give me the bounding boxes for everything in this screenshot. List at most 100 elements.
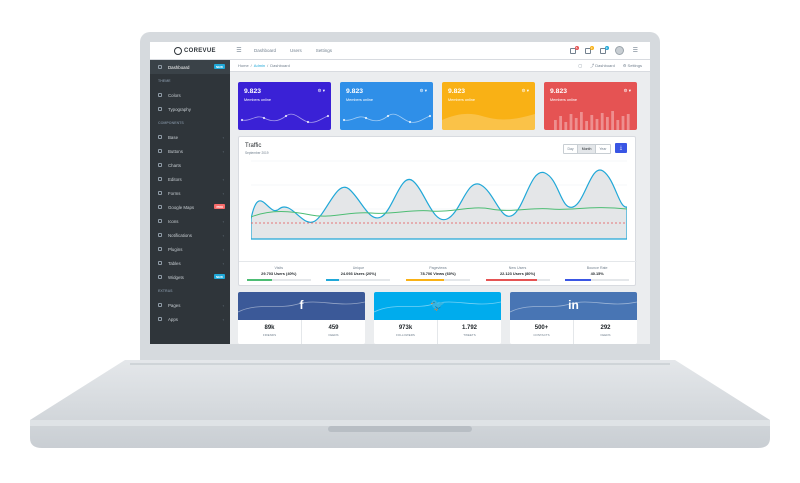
- list-icon[interactable]: 3: [584, 45, 594, 54]
- progress-fill: [326, 279, 340, 281]
- nav-users[interactable]: Users: [290, 48, 302, 53]
- sidebar-item-label: Dashboard: [168, 64, 190, 70]
- social-stat-value: 1.792: [461, 325, 477, 331]
- sidebar-item-label: Apps: [168, 316, 179, 322]
- breadcrumb-current: Dashboard: [270, 63, 290, 68]
- nav-settings[interactable]: Settings: [315, 48, 333, 53]
- sidebar-item-plugins[interactable]: Plugins ‹: [150, 242, 230, 256]
- period-day-button[interactable]: Day: [563, 145, 579, 153]
- traffic-stats: Visits 29.703 Users (40%) Unique 24.093 Use…: [239, 261, 637, 287]
- traffic-stat-value: 78.706 Views (60%): [420, 271, 456, 276]
- sidebar-item-tables[interactable]: Tables ‹: [150, 256, 230, 270]
- social-stat-label: FOLLOWERS: [396, 333, 415, 337]
- sidebar-item-label: Google Maps: [168, 204, 195, 210]
- brand-name: COREVUE: [184, 47, 216, 54]
- speech-icon[interactable]: ▢: [578, 62, 583, 68]
- gear-icon[interactable]: ⚙ ▾: [623, 88, 631, 93]
- sidebar-item-icons[interactable]: Icons ‹: [150, 214, 230, 228]
- sidebar-item-pages[interactable]: Pages ‹: [150, 298, 230, 312]
- progress-fill: [485, 279, 537, 281]
- period-month-button[interactable]: Month: [578, 145, 596, 153]
- sparkline-path: [343, 113, 431, 123]
- sparkline-point: [240, 118, 244, 122]
- sidebar-section-title: COMPONENTS: [158, 121, 184, 125]
- traffic-chart: [251, 160, 627, 240]
- sidebar-item-label: Editors: [168, 176, 182, 182]
- laptop-base: [30, 360, 770, 448]
- sidebar-item-dashboard[interactable]: Dashboard NEW: [150, 60, 230, 74]
- sidebar-item-icon: [158, 317, 162, 321]
- tasks-badge: 3: [589, 45, 594, 50]
- progress-fill: [246, 279, 273, 281]
- traffic-stat: Unique 24.093 Users (20%): [319, 262, 399, 287]
- sidebar-item-label: Typography: [168, 106, 191, 112]
- sidebar-item-charts[interactable]: Charts: [150, 158, 230, 172]
- social-stat-value: 292: [600, 325, 611, 331]
- sidebar-item-google-maps[interactable]: Google Maps PRO: [150, 200, 230, 214]
- sidebar-item-buttons[interactable]: Buttons ‹: [150, 144, 230, 158]
- gear-icon[interactable]: ⚙ ▾: [317, 88, 325, 93]
- chevron-icon: ‹: [222, 134, 224, 140]
- sparkline-bar: [621, 116, 625, 130]
- sidebar-badge: PRO: [214, 204, 225, 209]
- sidebar-item-icon: [158, 233, 162, 237]
- nav-dashboard[interactable]: Dashboard: [254, 48, 277, 53]
- chevron-icon: ‹: [222, 232, 224, 238]
- breadcrumb-admin[interactable]: Admin: [253, 63, 266, 68]
- sidebar-item-base[interactable]: Base ‹: [150, 130, 230, 144]
- period-year-button[interactable]: Year: [595, 145, 610, 153]
- screen: COREVUE ☰ Dashboard Users Settings 5 3 9…: [150, 42, 650, 344]
- traffic-stat: Pageviews 78.706 Views (60%): [398, 262, 478, 287]
- breadcrumb-menu-dashboard[interactable]: ⤴ Dashboard: [590, 62, 615, 68]
- sparkline-point: [342, 118, 346, 122]
- progress-bar: [485, 279, 550, 281]
- sparkline-bar: [574, 118, 578, 130]
- sidebar-item-forms[interactable]: Forms ‹: [150, 186, 230, 200]
- sidebar-item-label: Icons: [168, 218, 179, 224]
- sidebar-item-icon: [158, 177, 162, 181]
- sidebar-item-label: Notifications: [168, 232, 192, 238]
- traffic-stat-label: Pageviews: [429, 266, 447, 270]
- cloud-download-button[interactable]: ⤓: [615, 143, 627, 153]
- social-wave: [374, 301, 501, 313]
- breadcrumb-home[interactable]: Home: [238, 63, 249, 68]
- sparkline-point: [408, 120, 412, 124]
- sidebar-badge: NEW: [214, 274, 225, 279]
- breadcrumb-menu-settings[interactable]: ⚙ Settings: [622, 62, 642, 68]
- sparkline-point: [364, 116, 368, 120]
- hamburger-icon[interactable]: ☰: [236, 48, 242, 54]
- sparkline-bar: [569, 114, 573, 130]
- bell-icon[interactable]: 5: [569, 45, 579, 54]
- sidebar-item-editors[interactable]: Editors ‹: [150, 172, 230, 186]
- sparkline-bar: [595, 119, 599, 130]
- brand-logo[interactable]: COREVUE: [150, 42, 230, 60]
- chevron-icon: ‹: [222, 260, 224, 266]
- sidebar-badge: NEW: [214, 64, 225, 69]
- card-sparkline: [240, 113, 330, 124]
- envelope-icon[interactable]: 9: [599, 45, 609, 54]
- traffic-stat-value: 40.15%: [590, 271, 604, 276]
- chevron-icon: ‹: [222, 176, 224, 182]
- twitter-icon: 🐦: [430, 298, 445, 312]
- brand-mark-icon: [174, 46, 182, 55]
- social-stat-label: FEEDS: [328, 333, 339, 337]
- sparkline-bar: [600, 113, 604, 130]
- progress-fill: [565, 279, 591, 281]
- social-card-facebook: f 89k FRIENDS 459 FEEDS: [238, 292, 365, 344]
- gear-icon[interactable]: ⚙ ▾: [419, 88, 427, 93]
- sidebar-item-label: Charts: [168, 162, 181, 168]
- aside-menu-icon[interactable]: ☰: [632, 48, 638, 54]
- sidebar-item-colors[interactable]: Colors: [150, 88, 230, 102]
- stat-card: 9.823 Members online ⚙ ▾: [442, 82, 535, 130]
- avatar[interactable]: [614, 46, 624, 55]
- sidebar-item-icon: [158, 219, 162, 223]
- sidebar-item-apps[interactable]: Apps ‹: [150, 312, 230, 326]
- sidebar-item-label: Forms: [168, 190, 181, 196]
- sidebar-item-notifications[interactable]: Notifications ‹: [150, 228, 230, 242]
- traffic-stat: New Users 22.123 Users (80%): [478, 262, 558, 287]
- gear-icon[interactable]: ⚙ ▾: [521, 88, 529, 93]
- card-label: Members online: [448, 98, 476, 102]
- sidebar-item-typography[interactable]: Typography: [150, 102, 230, 116]
- sidebar-item-widgets[interactable]: Widgets NEW: [150, 270, 230, 284]
- sparkline-bar: [564, 122, 568, 130]
